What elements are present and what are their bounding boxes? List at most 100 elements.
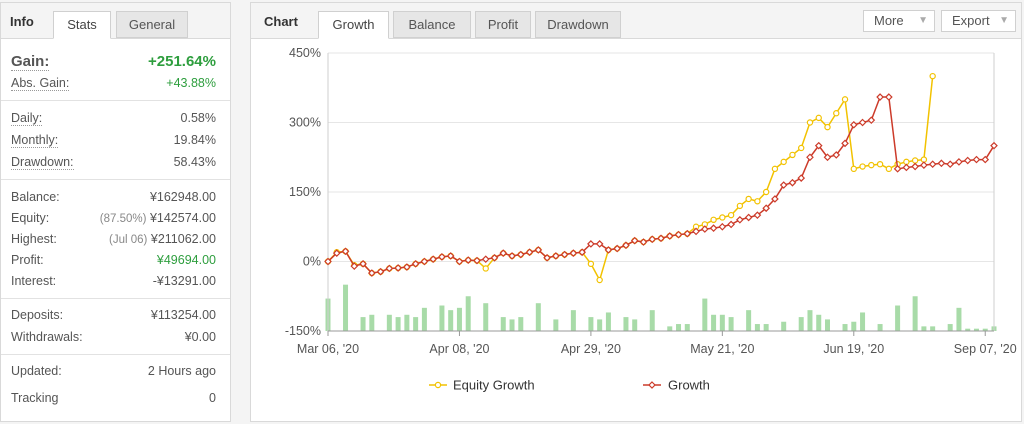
- deposit-bar: [605, 312, 611, 331]
- more-button[interactable]: More ▼: [863, 10, 935, 32]
- growth-point: [516, 250, 525, 259]
- tab-drawdown[interactable]: Drawdown: [535, 11, 621, 38]
- monthly-label: Monthly:: [11, 133, 59, 148]
- equity-line: [327, 76, 934, 282]
- monthly-value: 19.84%: [173, 133, 216, 147]
- equity-point: [762, 188, 770, 196]
- growth-point: [849, 120, 858, 129]
- growth-point: [779, 181, 788, 189]
- growth-point: [700, 225, 709, 233]
- equity-point: [824, 123, 831, 131]
- deposit-bar: [798, 317, 804, 331]
- equity-point: [833, 110, 840, 117]
- drawdown-label: Drawdown:: [11, 155, 74, 170]
- abs-gain-row: Abs. Gain: +43.88%: [11, 76, 216, 92]
- deposit-bar: [421, 307, 427, 331]
- deposit-bar: [781, 321, 787, 331]
- growth-point: [832, 151, 841, 159]
- growth-point: [955, 158, 963, 166]
- updated-label: Updated:: [11, 364, 62, 378]
- interest-row: Interest: -¥13291.00: [11, 274, 216, 290]
- equity-point: [771, 165, 779, 173]
- growth-point: [394, 264, 402, 272]
- deposit-bar: [684, 324, 690, 331]
- updated-row: Updated: 2 Hours ago: [11, 364, 216, 380]
- interest-label: Interest:: [11, 274, 57, 288]
- equity-point: [482, 265, 489, 272]
- deposit-bar: [711, 314, 717, 331]
- deposit-bar: [404, 314, 410, 331]
- equity-point: [736, 202, 744, 210]
- deposit-bar: [676, 324, 682, 331]
- growth-point: [490, 253, 499, 262]
- growth-point: [814, 141, 823, 150]
- deposit-bar: [649, 310, 655, 331]
- growth-point: [867, 116, 876, 125]
- growth-point: [560, 250, 569, 259]
- growth-point: [464, 256, 473, 264]
- growth-line: [327, 96, 995, 274]
- growth-point: [990, 141, 998, 150]
- export-button[interactable]: Export ▼: [941, 10, 1016, 32]
- growth-point: [376, 267, 385, 276]
- deposit-bar: [728, 317, 734, 331]
- growth-point: [481, 255, 490, 264]
- growth-point: [508, 252, 516, 260]
- deposit-bar: [360, 317, 366, 331]
- deposit-bar: [667, 326, 673, 331]
- growth-point: [367, 269, 376, 277]
- monthly-row: Monthly: 19.84%: [11, 133, 216, 149]
- growth-point: [902, 163, 911, 172]
- growth-point: [911, 162, 919, 171]
- legend-equity-marker: [434, 381, 442, 389]
- growth-point: [622, 241, 630, 250]
- tracking-row: Tracking 0: [11, 391, 216, 407]
- deposit-bar: [448, 310, 454, 331]
- tab-profit[interactable]: Profit: [475, 11, 531, 38]
- deposit-bar: [500, 317, 506, 331]
- growth-point: [797, 174, 806, 182]
- growth-point: [841, 139, 849, 148]
- deposit-bar: [860, 312, 866, 331]
- legend-equity-label: Equity Growth: [453, 378, 535, 393]
- daily-value: 0.58%: [180, 111, 216, 125]
- growth-point: [587, 240, 595, 248]
- deposits-row: Deposits: ¥113254.00: [11, 308, 216, 324]
- deposit-bar: [518, 317, 524, 331]
- growth-chart: -150% 0% 150% 300% 450% Mar 06, '20 Apr 08, '2…: [285, 46, 1017, 393]
- growth-point: [604, 246, 613, 254]
- tab-stats[interactable]: Stats: [53, 11, 111, 39]
- gain-value: +251.64%: [148, 53, 216, 70]
- growth-point: [350, 262, 359, 270]
- growth-point: [551, 252, 560, 260]
- growth-point: [937, 159, 946, 168]
- growth-point: [920, 161, 928, 169]
- drawdown-row: Drawdown: 58.43%: [11, 155, 216, 171]
- tracking-label: Tracking: [11, 391, 59, 405]
- drawdown-value: 58.43%: [173, 155, 216, 169]
- equity-point: [911, 157, 919, 164]
- growth-point: [744, 213, 753, 222]
- growth-point: [753, 211, 762, 220]
- profit-value: ¥49694.00: [156, 253, 216, 267]
- growth-point: [972, 155, 981, 164]
- growth-point: [385, 264, 394, 273]
- tab-growth[interactable]: Growth: [318, 11, 389, 39]
- deposit-bar: [930, 326, 936, 331]
- balance-label: Balance:: [11, 190, 60, 204]
- deposit-bar: [956, 307, 962, 331]
- deposit-bar: [912, 296, 918, 331]
- legend-growth-label: Growth: [668, 378, 710, 393]
- tab-balance[interactable]: Balance: [393, 11, 471, 38]
- equity-point: [841, 96, 849, 103]
- growth-point: [630, 236, 639, 245]
- deposit-bar: [395, 317, 401, 331]
- deposit-bar: [465, 296, 471, 331]
- deposit-bar: [632, 319, 638, 331]
- equity-point: [789, 151, 796, 159]
- tab-general[interactable]: General: [116, 11, 188, 38]
- highest-label: Highest:: [11, 232, 57, 246]
- equity-percent: (87.50%): [99, 213, 147, 225]
- divider: [1, 298, 230, 299]
- deposit-bar: [597, 319, 603, 331]
